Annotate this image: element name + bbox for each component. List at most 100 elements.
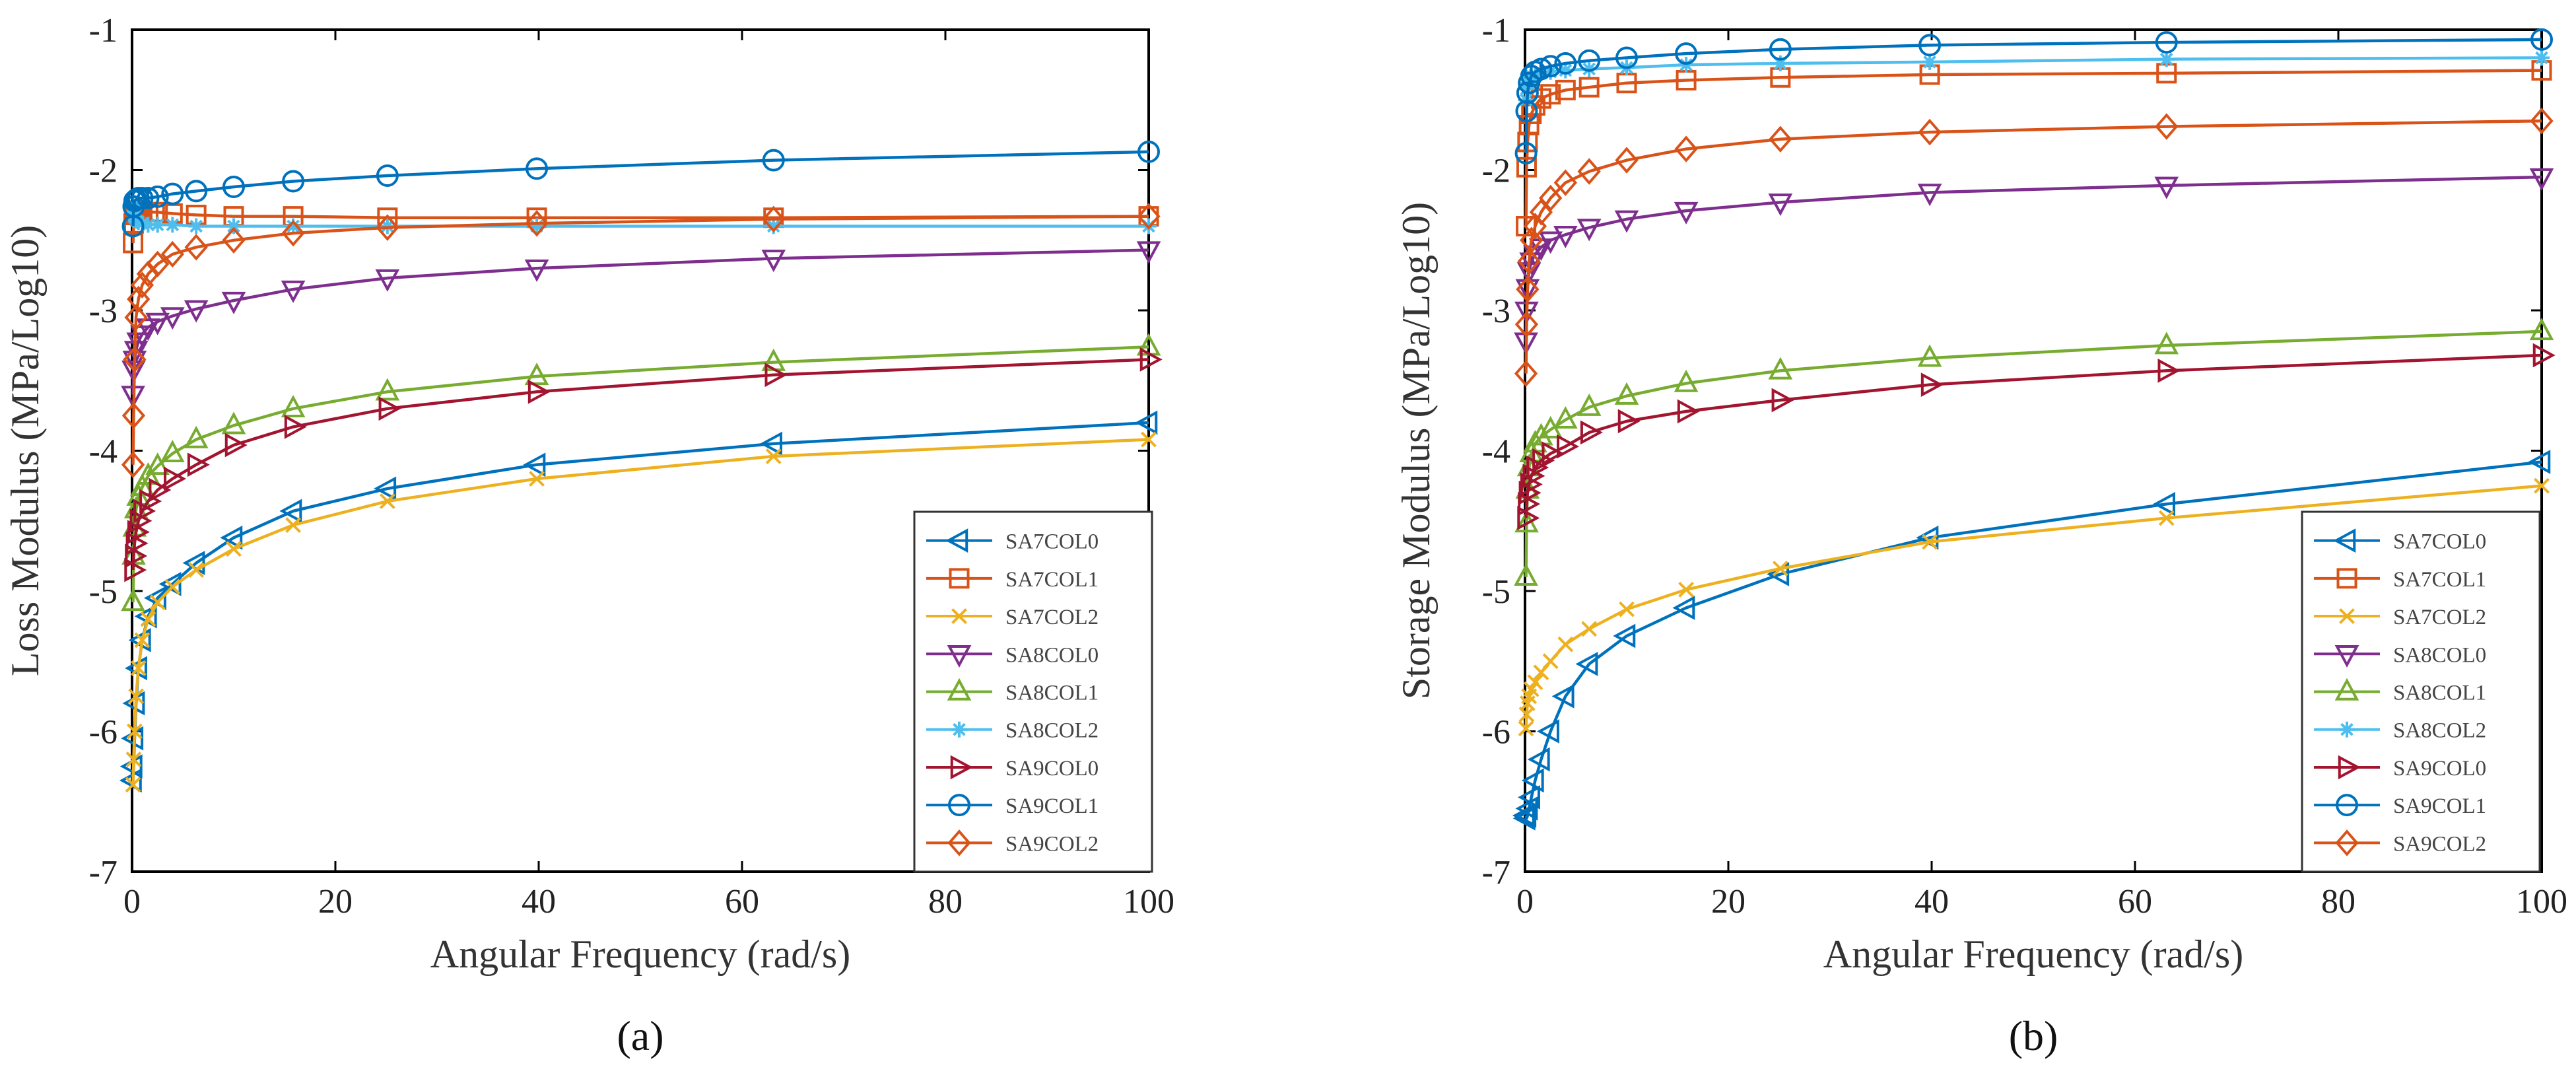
legend-item-sa9col0: SA9COL0 — [2314, 755, 2486, 781]
legend-item-sa9col1: SA9COL1 — [926, 794, 1099, 818]
data-point — [1538, 231, 1563, 254]
legend-marker — [2335, 829, 2359, 856]
data-point — [164, 466, 187, 491]
legend-marker — [2339, 608, 2355, 624]
x-tick-label: 60 — [2118, 883, 2152, 921]
data-point — [123, 346, 147, 373]
legend-item-sa9col2: SA9COL2 — [2314, 829, 2486, 856]
series-sa9col2 — [121, 203, 1161, 479]
x-tick-label: 80 — [2321, 883, 2356, 921]
data-point — [1617, 409, 1641, 434]
data-point — [1769, 125, 1792, 153]
data-point — [130, 660, 147, 676]
data-point — [1539, 55, 1562, 78]
data-point — [146, 250, 170, 278]
legend-item-sa7col0: SA7COL0 — [2314, 528, 2486, 554]
legend-marker — [2334, 678, 2359, 701]
data-point — [1772, 561, 1788, 576]
legend-item-sa9col0: SA9COL0 — [926, 755, 1099, 781]
data-point — [1614, 210, 1639, 233]
data-point — [1139, 347, 1163, 372]
data-point — [164, 217, 181, 233]
x-tick-label: 40 — [1915, 883, 1949, 921]
data-point — [2158, 510, 2175, 526]
series-line — [131, 248, 1149, 395]
data-point — [1581, 61, 1598, 77]
series-sa8col2 — [1518, 50, 2550, 108]
legend-label: SA9COL2 — [1005, 832, 1099, 856]
series-line — [131, 438, 1149, 785]
data-point — [1614, 382, 1639, 405]
x-tick-label: 0 — [123, 883, 141, 921]
legend-item-sa8col1: SA8COL1 — [926, 678, 1099, 705]
data-point — [529, 471, 545, 487]
data-point — [1675, 42, 1698, 65]
legend-label: SA8COL1 — [1005, 681, 1099, 705]
legend-label: SA7COL1 — [1005, 568, 1099, 592]
series-line — [131, 150, 1149, 227]
data-point — [224, 433, 248, 458]
data-point — [2155, 31, 2178, 54]
series-sa9col0 — [1517, 343, 2556, 530]
data-point — [1518, 785, 1540, 810]
data-point — [1917, 184, 1942, 207]
data-point — [220, 525, 243, 550]
legend-item-sa8col0: SA8COL0 — [926, 643, 1099, 668]
legend-item-sa8col0: SA8COL0 — [2314, 643, 2486, 668]
data-point — [1613, 623, 1636, 648]
legend-marker — [945, 528, 968, 553]
x-axis-title: Angular Frequency (rad/s) — [430, 932, 850, 976]
data-point — [145, 312, 170, 335]
data-point — [285, 517, 302, 534]
legend-label: SA8COL2 — [1005, 719, 1099, 743]
data-point — [1674, 201, 1699, 225]
data-point — [1529, 423, 1553, 446]
panel-label: (b) — [2009, 1012, 2058, 1059]
data-point — [140, 217, 156, 233]
data-point — [184, 300, 209, 323]
data-point — [133, 499, 156, 524]
data-point — [2530, 107, 2554, 135]
legend-item-sa9col2: SA9COL2 — [926, 829, 1099, 856]
legend-marker — [951, 721, 967, 738]
data-point — [222, 176, 245, 198]
legend-label: SA9COL1 — [2393, 794, 2486, 818]
data-point — [136, 318, 160, 341]
data-point — [285, 218, 302, 234]
data-point — [1578, 49, 1601, 72]
data-point — [1553, 226, 1578, 248]
data-point — [124, 304, 148, 331]
data-point — [2529, 168, 2554, 191]
legend-marker — [950, 755, 973, 780]
data-point — [146, 185, 169, 208]
data-point — [1576, 393, 1602, 416]
data-point — [2529, 318, 2554, 341]
legend-marker — [2333, 528, 2356, 553]
data-point — [2534, 50, 2550, 66]
data-point — [282, 170, 305, 193]
data-point — [1514, 803, 1537, 828]
data-point — [281, 395, 306, 417]
data-point — [1520, 227, 1543, 254]
data-point — [1576, 219, 1602, 242]
data-point — [1557, 62, 1574, 79]
data-point — [1581, 621, 1598, 637]
data-point — [121, 402, 146, 429]
legend-label: SA7COL1 — [2393, 568, 2486, 592]
data-point — [764, 363, 788, 388]
data-point — [1677, 399, 1700, 424]
data-point — [149, 594, 166, 610]
data-point — [281, 219, 305, 247]
data-point — [1517, 506, 1540, 530]
legend-item-sa9col1: SA9COL1 — [2314, 794, 2486, 818]
x-tick-label: 40 — [522, 883, 556, 921]
data-point — [221, 291, 246, 314]
data-point — [529, 218, 545, 234]
data-point — [126, 723, 143, 740]
data-point — [1527, 674, 1543, 691]
data-point — [1557, 434, 1580, 459]
data-point — [1516, 275, 1540, 303]
data-point — [527, 379, 551, 404]
data-point — [1554, 52, 1577, 75]
data-point — [1615, 147, 1639, 174]
